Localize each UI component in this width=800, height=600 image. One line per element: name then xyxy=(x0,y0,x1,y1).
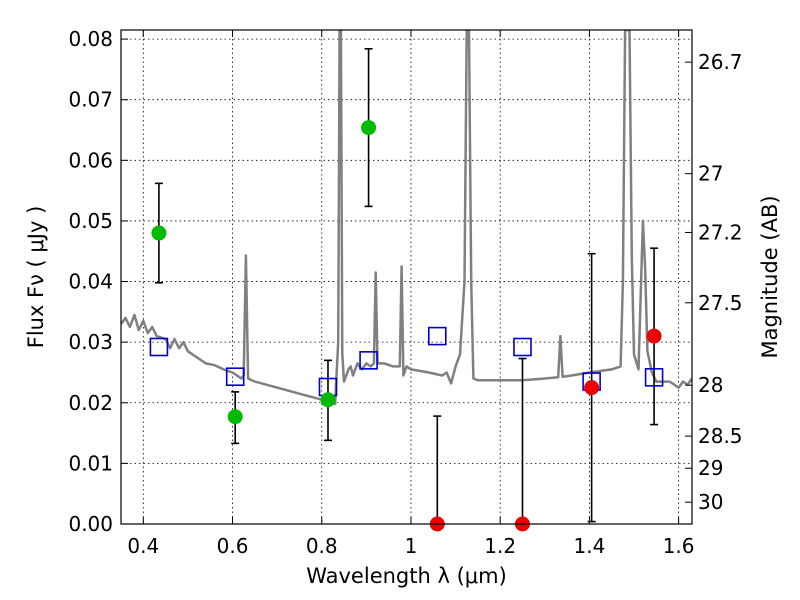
right-tick-label: 28 xyxy=(698,373,723,397)
x-tick-label: 1.2 xyxy=(484,534,516,558)
right-tick-label: 27.5 xyxy=(698,291,743,315)
data-markers xyxy=(149,120,664,532)
y-tick-label: 0.02 xyxy=(68,391,113,415)
model-square-point xyxy=(225,367,245,387)
data-point xyxy=(151,225,167,241)
x-tick-label: 0.4 xyxy=(127,534,159,558)
y-tick-label: 0.03 xyxy=(68,330,113,354)
grid xyxy=(121,30,692,525)
data-point xyxy=(361,120,377,136)
model-square-point xyxy=(513,337,532,357)
right-tick-label: 27.2 xyxy=(698,220,743,244)
right-tick-label: 30 xyxy=(698,490,723,514)
x-axis-title: Wavelength λ (μm) xyxy=(306,564,507,588)
model-square-point xyxy=(359,351,378,370)
x-tick-label: 1.6 xyxy=(663,534,695,558)
x-tick-label: 0.8 xyxy=(306,534,338,558)
right-tick-label: 29 xyxy=(698,456,723,480)
axis-labels: Wavelength λ (μm) Flux Fν ( μJy ) Magnit… xyxy=(24,195,782,588)
x-tick-label: 1.4 xyxy=(573,534,605,558)
y-tick-label: 0.01 xyxy=(68,451,113,475)
model-square-point xyxy=(149,337,169,357)
data-point xyxy=(320,392,336,408)
y-axis-title-right: Magnitude (AB) xyxy=(758,195,782,358)
y-tick-label: 0.04 xyxy=(68,270,113,294)
model-square-point xyxy=(427,326,447,346)
error-bars xyxy=(154,47,659,525)
y-tick-label: 0.08 xyxy=(68,27,113,51)
y-axis-title-left: Flux Fν ( μJy ) xyxy=(24,206,48,349)
axes: 0.4 0.6 0.8 1 1.2 1.4 1.6 0.00 0.01 0.02 0.03 0.04 0… xyxy=(68,27,742,558)
data-point xyxy=(227,409,243,425)
model-spectrum xyxy=(121,30,692,406)
right-tick-label: 27 xyxy=(698,162,723,186)
model-spectrum-line xyxy=(121,30,692,406)
y-tick-label: 0.06 xyxy=(68,148,113,172)
y-tick-label: 0.05 xyxy=(68,209,113,233)
data-point xyxy=(584,380,600,396)
y-tick-label: 0.00 xyxy=(68,512,113,536)
x-tick-label: 1 xyxy=(405,534,418,558)
model-square-point xyxy=(644,368,664,387)
right-tick-label: 26.7 xyxy=(698,50,743,74)
data-point xyxy=(646,328,662,344)
y-tick-label: 0.07 xyxy=(68,88,113,112)
plot-frame xyxy=(120,29,693,525)
right-tick-label: 28.5 xyxy=(698,424,743,448)
x-tick-label: 0.6 xyxy=(217,534,249,558)
